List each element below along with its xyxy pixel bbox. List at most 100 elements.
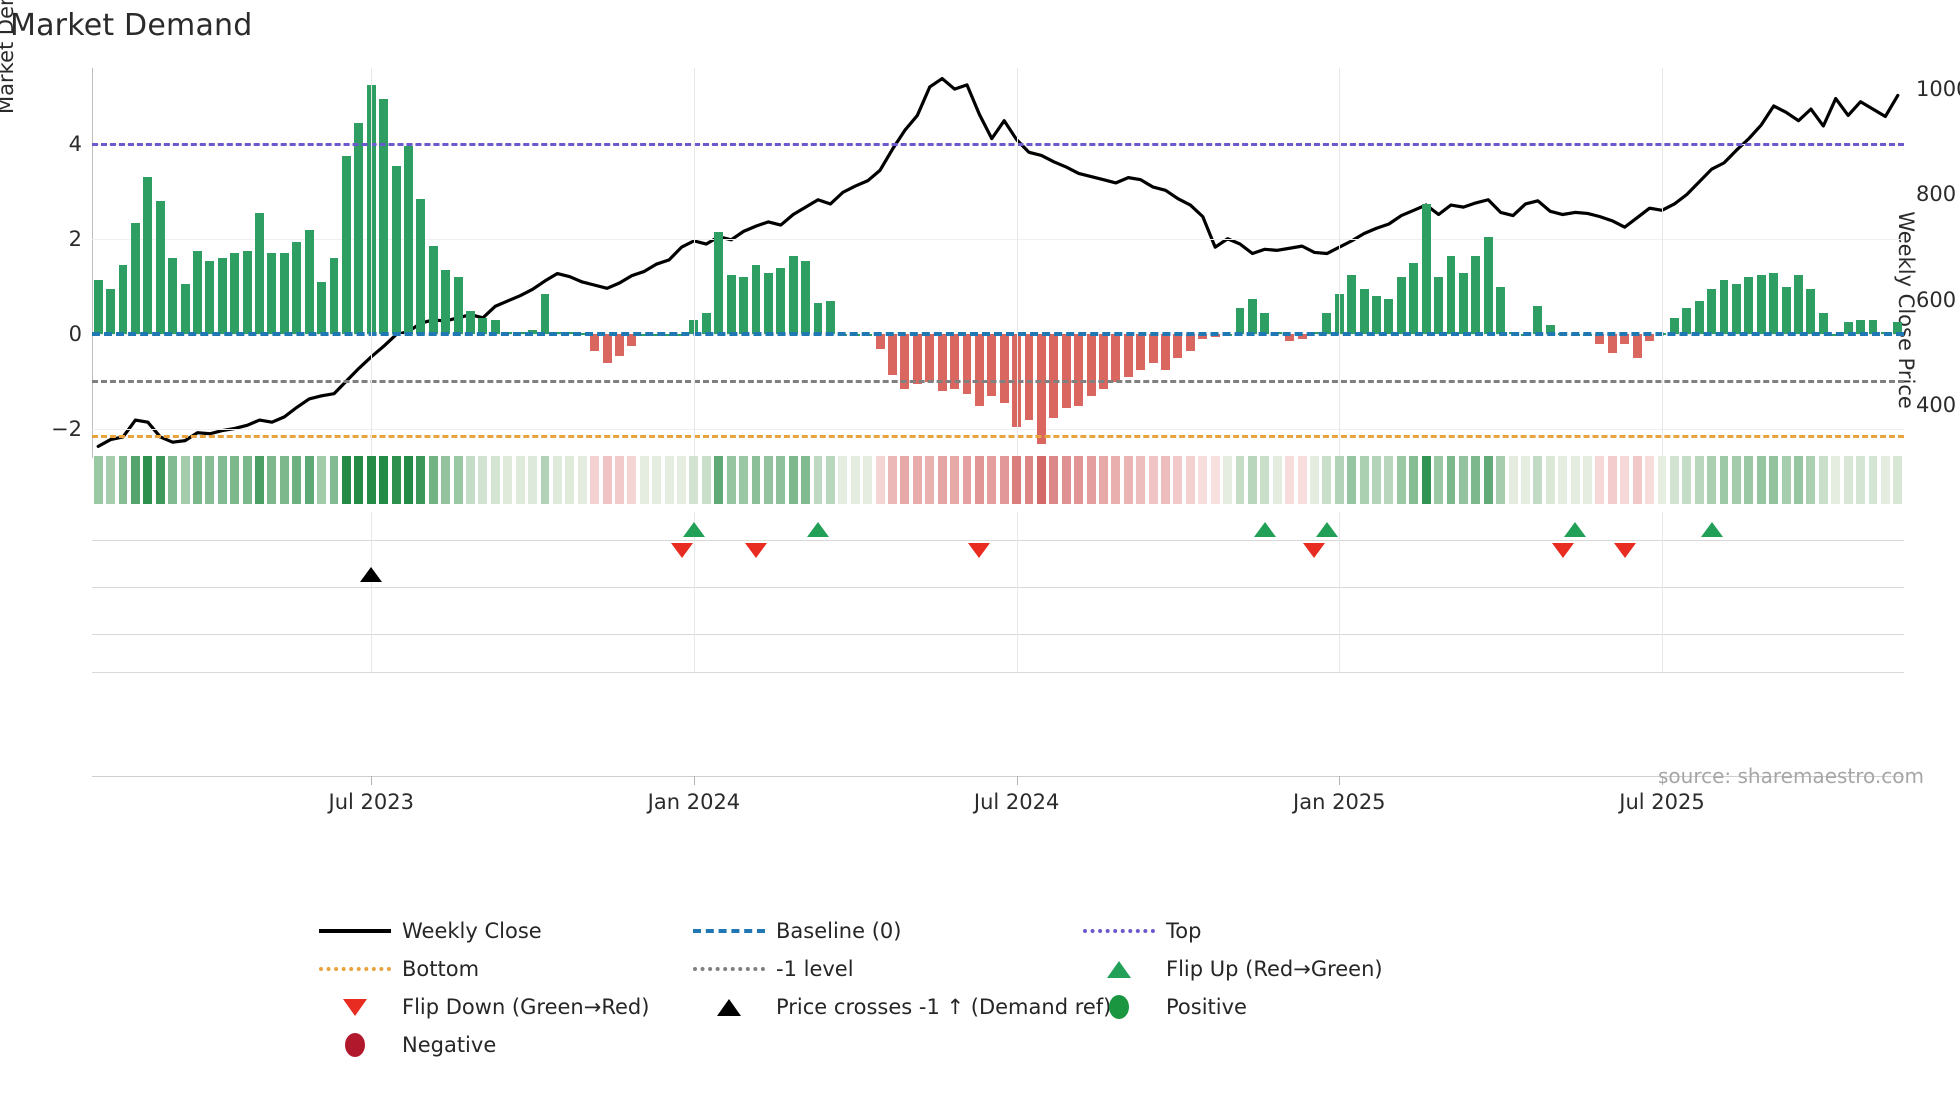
demand-bar	[118, 265, 128, 335]
x-axis-tick-label: Jul 2025	[1619, 790, 1705, 814]
demand-bar	[1769, 272, 1779, 335]
legend-item[interactable]: Negative	[316, 1032, 496, 1058]
heat-cell	[217, 456, 227, 504]
demand-bar	[130, 222, 140, 335]
heat-cell	[999, 456, 1009, 504]
legend-glyph-wrap	[1080, 956, 1158, 982]
legend-item[interactable]: -1 level	[690, 956, 854, 982]
legend-item[interactable]: Price crosses -1 ↑ (Demand ref)	[690, 994, 1111, 1020]
vertical-gridline	[371, 68, 373, 458]
demand-bar	[329, 258, 339, 335]
heat-cell	[962, 456, 972, 504]
demand-bar	[478, 317, 488, 335]
heat-cell	[1024, 456, 1034, 504]
heat-cell	[130, 456, 140, 504]
demand-bar	[428, 246, 438, 335]
demand-bar	[366, 84, 376, 335]
heat-cell	[801, 456, 811, 504]
demand-bar	[1893, 322, 1903, 335]
heat-cell	[1421, 456, 1431, 504]
heat-cell	[1111, 456, 1121, 504]
demand-bar	[776, 267, 786, 335]
heat-cell	[466, 456, 475, 504]
heat-cell	[1620, 456, 1630, 504]
legend-item[interactable]: Flip Up (Red→Green)	[1080, 956, 1383, 982]
vertical-gridline	[1339, 512, 1341, 672]
demand-bar	[1719, 279, 1729, 335]
heat-cell	[664, 456, 674, 504]
heat-cell	[689, 456, 699, 504]
vertical-gridline	[1016, 512, 1018, 672]
demand-bar	[1868, 320, 1878, 335]
heat-cell	[1235, 456, 1245, 504]
legend-glyph-wrap	[1080, 994, 1158, 1020]
minus-one-swatch-icon	[693, 967, 765, 971]
demand-bar	[1471, 255, 1481, 335]
demand-bar	[404, 146, 413, 335]
demand-bar	[466, 310, 475, 335]
legend-item[interactable]: Weekly Close	[316, 918, 542, 944]
heat-cell	[1868, 456, 1878, 504]
heat-cell	[1247, 456, 1257, 504]
vertical-gridline	[693, 512, 695, 672]
demand-bar	[143, 177, 153, 335]
heat-cell	[677, 456, 686, 504]
demand-bar	[1322, 312, 1332, 335]
heat-cell	[1086, 456, 1096, 504]
demand-bar	[304, 229, 314, 335]
main-plot-area: 4 2 0 −2 1000 800 600 400	[51, 68, 1960, 458]
marker-rule	[92, 540, 1904, 541]
heat-cell	[515, 456, 525, 504]
demand-bar	[614, 334, 624, 356]
demand-bar	[1185, 334, 1195, 351]
demand-bar	[627, 334, 637, 347]
flip-down-swatch-icon	[343, 998, 367, 1016]
heat-cell	[1173, 456, 1183, 504]
heat-cell	[1310, 456, 1319, 504]
heat-cell	[1508, 456, 1518, 504]
demand-bar	[242, 251, 252, 335]
heat-cell	[912, 456, 922, 504]
marker-rows	[92, 512, 1904, 673]
top-level-line	[92, 142, 1904, 146]
legend-item[interactable]: Positive	[1080, 994, 1247, 1020]
heat-cell	[627, 456, 637, 504]
demand-bar	[590, 334, 600, 351]
heat-cell	[565, 456, 575, 504]
demand-bar	[1632, 334, 1642, 359]
demand-bar	[255, 213, 264, 335]
legend-item[interactable]: Top	[1080, 918, 1201, 944]
heat-cell	[155, 456, 165, 504]
demand-bar	[788, 255, 798, 335]
demand-bar	[1806, 289, 1816, 335]
heat-cell	[193, 456, 202, 504]
y-axis-left-tick: 2	[68, 227, 82, 252]
price-cross-swatch-icon	[717, 998, 741, 1016]
heat-cell	[366, 456, 376, 504]
demand-bar	[230, 253, 240, 335]
x-axis-tick-mark	[693, 776, 695, 785]
heat-cell	[1322, 456, 1332, 504]
demand-bar	[1123, 334, 1133, 378]
heat-cell	[1769, 456, 1779, 504]
demand-bar	[1533, 305, 1543, 335]
heat-cell	[354, 456, 364, 504]
demand-bar	[205, 260, 215, 335]
demand-bar	[714, 232, 724, 335]
heat-cell	[1061, 456, 1071, 504]
demand-bar	[1694, 301, 1704, 335]
legend-label: Price crosses -1 ↑ (Demand ref)	[776, 995, 1112, 1019]
heat-cell	[1210, 456, 1220, 504]
heat-cell	[267, 456, 277, 504]
demand-bar	[1731, 284, 1741, 335]
heat-cell	[1384, 456, 1394, 504]
legend-glyph-wrap	[316, 994, 394, 1020]
legend-item[interactable]: Bottom	[316, 956, 479, 982]
heat-cell	[1285, 456, 1295, 504]
demand-bar	[292, 241, 302, 335]
legend-item[interactable]: Baseline (0)	[690, 918, 901, 944]
legend-item[interactable]: Flip Down (Green→Red)	[316, 994, 649, 1020]
heat-cell	[1794, 456, 1803, 504]
legend-label: Flip Up (Red→Green)	[1166, 957, 1383, 981]
demand-bar	[1669, 317, 1679, 335]
